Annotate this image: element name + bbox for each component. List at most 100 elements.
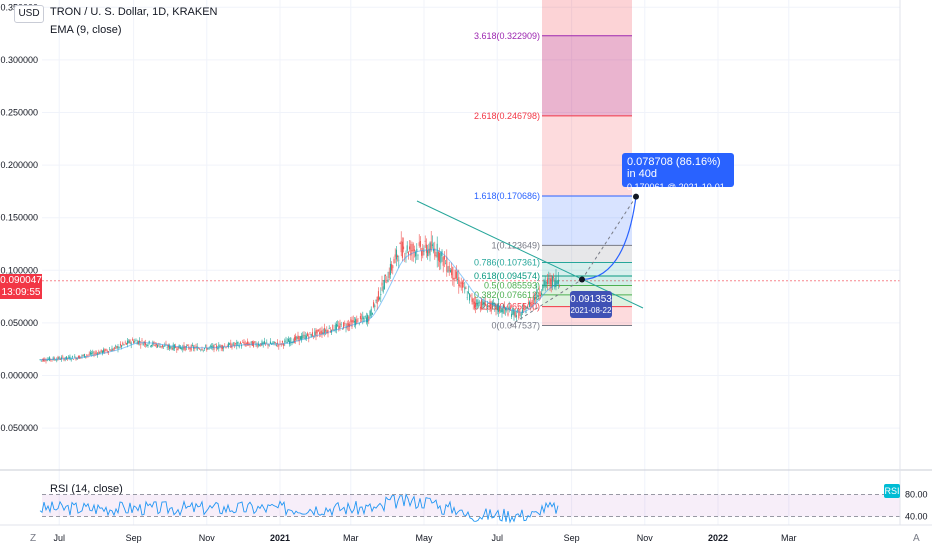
candle-body [428, 248, 430, 254]
projection-end-point[interactable] [633, 193, 639, 200]
candle-body [526, 307, 528, 309]
candle-body [298, 336, 300, 342]
candle-body [214, 344, 216, 346]
candle-body [141, 340, 143, 341]
candle-body [95, 352, 97, 354]
candle-body [267, 343, 269, 346]
candle-body [556, 280, 558, 284]
candle-body [98, 351, 100, 355]
candle-body [424, 240, 426, 242]
candle-body [515, 315, 517, 318]
candle-body [484, 301, 486, 306]
candle-body [520, 313, 522, 318]
projection-base-line[interactable] [509, 279, 583, 326]
candle-body [475, 302, 477, 308]
candle-body [406, 245, 408, 251]
candle-body [399, 243, 401, 244]
candle-body [457, 278, 459, 280]
candle-body [229, 343, 231, 345]
candle-body [429, 242, 431, 256]
indicator-label[interactable]: EMA (9, close) [50, 24, 122, 36]
candle-body [67, 357, 69, 359]
candle-body [375, 300, 377, 301]
candle-body [177, 346, 179, 351]
candle-body [247, 341, 249, 345]
candle-body [423, 251, 425, 252]
candle-body [182, 347, 184, 351]
candle-body [254, 341, 256, 343]
point-marker-box[interactable]: 0.091353 2021-08-22 [570, 291, 612, 318]
candle-body [155, 344, 157, 346]
candle-body [232, 342, 234, 346]
candle-body [290, 337, 292, 343]
candle-body [478, 301, 480, 304]
candle-body [357, 318, 359, 319]
trend-drawings[interactable] [416, 193, 644, 326]
candle-body [109, 349, 111, 351]
candle-body [365, 317, 367, 323]
candle-body [527, 302, 529, 304]
rsi-label[interactable]: RSI (14, close) [50, 483, 123, 495]
candle-body [286, 341, 288, 344]
fib-level-label: 0.382(0.076612) [474, 290, 540, 300]
time-axis-label: Nov [199, 533, 216, 543]
candle-body [241, 345, 243, 347]
candle-body [151, 344, 153, 347]
candle-body [287, 338, 289, 342]
candle-body [304, 334, 306, 340]
candle-body [293, 337, 295, 343]
candle-body [339, 323, 341, 329]
candle-body [405, 253, 407, 254]
candle-body [442, 257, 444, 266]
candle-body [447, 270, 449, 272]
candle-body [245, 342, 247, 344]
candle-body [400, 240, 402, 253]
candle-body [532, 297, 534, 305]
candle-body [548, 278, 550, 279]
projection-start-point[interactable] [579, 276, 585, 283]
candle-body [275, 345, 277, 347]
candle-body [206, 347, 208, 351]
candle-body [256, 345, 258, 347]
candle-body [280, 343, 282, 346]
auto-scale-icon[interactable]: A [913, 533, 920, 544]
candle-body [363, 317, 365, 322]
candle-body [112, 349, 114, 351]
candle-body [230, 342, 232, 348]
candle-body [523, 307, 525, 308]
candle-body [259, 345, 261, 346]
fib-level-label: 2.618(0.246798) [474, 111, 540, 121]
candle-body [323, 327, 325, 334]
candle-body [152, 342, 154, 346]
candle-body [127, 340, 129, 344]
candle-body [209, 345, 211, 347]
currency-badge[interactable]: USD [14, 5, 44, 23]
candle-body [379, 297, 381, 300]
candle-body [164, 345, 166, 347]
candle-body [513, 309, 515, 316]
time-axis-label: Mar [343, 533, 359, 543]
price-axis-label: 0.100000 [0, 265, 38, 275]
candle-body [181, 347, 183, 349]
candle-body [467, 291, 469, 294]
candle-body [539, 294, 541, 297]
candle-body [273, 341, 275, 344]
candle-body [387, 279, 389, 283]
candle-body [125, 343, 127, 345]
projection-box[interactable]: 0.078708 (86.16%) in 40d 0.170061 @ 2021… [622, 153, 734, 192]
candle-body [394, 254, 396, 257]
trendline[interactable] [416, 200, 644, 309]
candle-body [146, 344, 148, 347]
candle-body [171, 347, 173, 350]
zoom-icon[interactable]: Z [30, 533, 37, 544]
candle-body [501, 307, 503, 313]
projection-curve[interactable] [581, 196, 637, 281]
candle-body [531, 302, 533, 303]
candle-body [202, 349, 204, 351]
projection-diagonal[interactable] [581, 196, 637, 280]
candle-body [326, 330, 328, 334]
candle-body [349, 323, 351, 327]
candle-body [153, 342, 155, 344]
fibonacci-extension[interactable]: 3.618(0.322909) 2.618(0.246798) 1.618(0.17… [474, 0, 632, 330]
